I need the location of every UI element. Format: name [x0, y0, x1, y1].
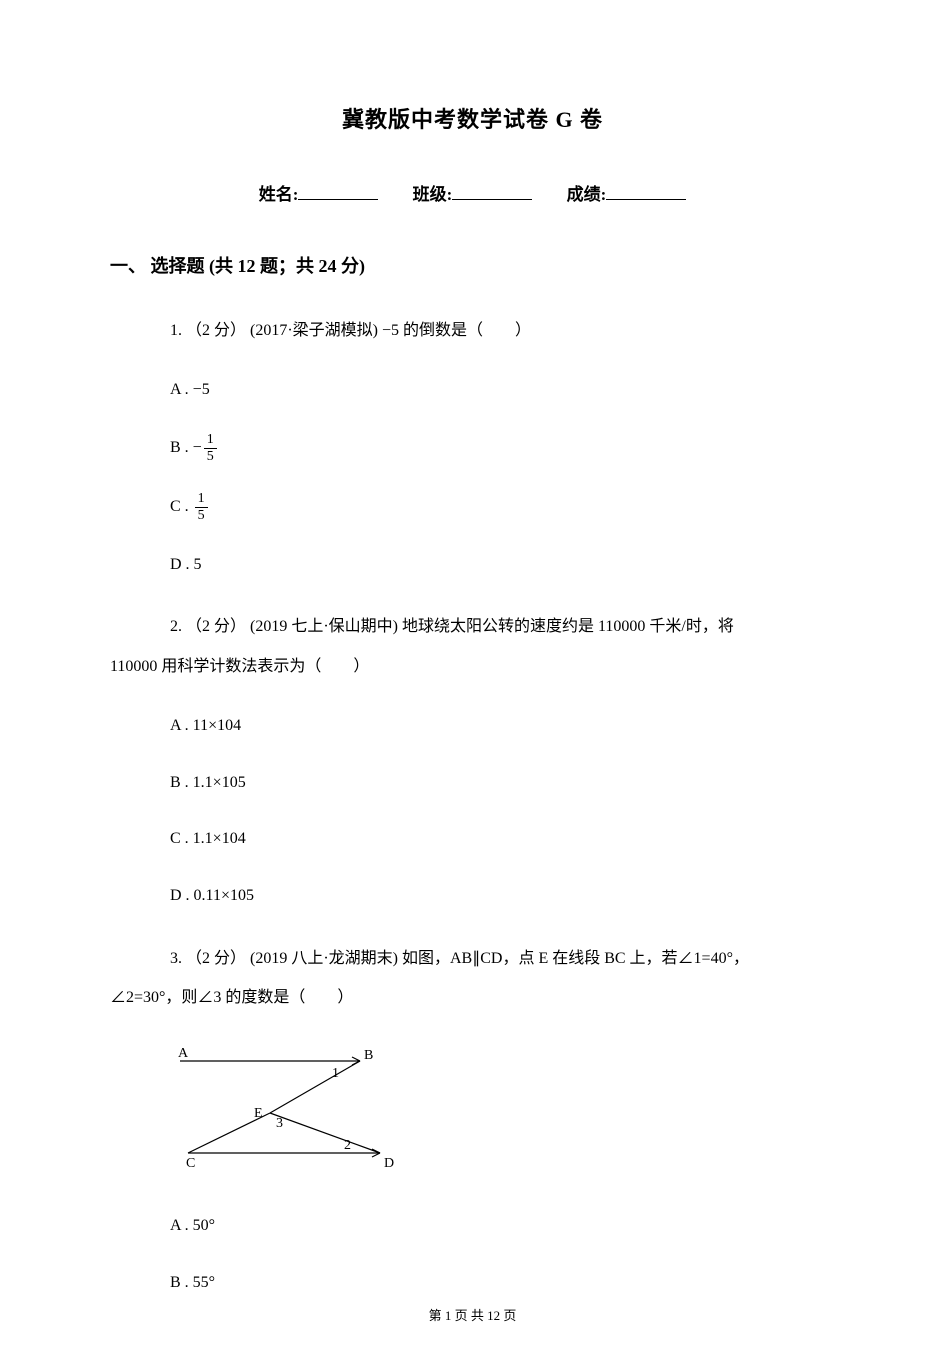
question-1: 1. （2 分） (2017·梁子湖模拟) −5 的倒数是（ ） A . −5 … [170, 313, 835, 580]
name-blank[interactable] [298, 180, 378, 200]
question-3-diagram: A B C D E 1 2 3 [170, 1043, 835, 1184]
minus-sign: − [193, 439, 202, 456]
question-2-text-l1: 2. （2 分） (2019 七上·保山期中) 地球绕太阳公转的速度约是 110… [170, 609, 835, 644]
question-3-text-l2: ∠2=30°，则∠3 的度数是（ ） [110, 980, 835, 1015]
svg-text:B: B [364, 1048, 373, 1063]
footer-suffix: 页 [500, 1308, 516, 1323]
fraction-num: 1 [204, 433, 217, 449]
score-blank[interactable] [606, 180, 686, 200]
fraction-num: 1 [195, 492, 208, 508]
question-1-choice-b: B . −15 [170, 433, 835, 464]
fraction-den: 5 [195, 508, 208, 523]
question-1-choice-a: A . −5 [170, 376, 835, 405]
question-1-text: 1. （2 分） (2017·梁子湖模拟) −5 的倒数是（ ） [170, 313, 835, 348]
svg-text:1: 1 [332, 1066, 339, 1081]
score-label: 成绩: [567, 185, 607, 204]
question-1-choice-c: C . 15 [170, 492, 835, 523]
page-footer: 第 1 页 共 12 页 [0, 1304, 945, 1327]
name-label: 姓名: [259, 185, 299, 204]
class-label: 班级: [413, 185, 453, 204]
fraction-icon: 15 [204, 433, 217, 464]
question-2-choice-a: A . 11×104 [170, 712, 835, 741]
footer-prefix: 第 [429, 1308, 445, 1323]
choice-prefix: B . [170, 439, 193, 456]
question-3: 3. （2 分） (2019 八上·龙湖期末) 如图，AB∥CD，点 E 在线段… [170, 941, 835, 1298]
svg-text:3: 3 [276, 1116, 283, 1131]
class-blank[interactable] [452, 180, 532, 200]
svg-text:D: D [384, 1156, 394, 1171]
question-1-choice-d: D . 5 [170, 551, 835, 580]
svg-text:E: E [254, 1106, 263, 1121]
question-2-choice-c: C . 1.1×104 [170, 825, 835, 854]
question-3-choice-b: B . 55° [170, 1269, 835, 1298]
page-title: 冀教版中考数学试卷 G 卷 [110, 100, 835, 140]
question-2-text-l2: 110000 用科学计数法表示为（ ） [110, 649, 835, 684]
geometry-diagram-icon: A B C D E 1 2 3 [170, 1043, 400, 1173]
fraction-icon: 15 [195, 492, 208, 523]
svg-text:C: C [186, 1156, 195, 1171]
question-3-choice-a: A . 50° [170, 1212, 835, 1241]
question-2: 2. （2 分） (2019 七上·保山期中) 地球绕太阳公转的速度约是 110… [170, 609, 835, 911]
svg-text:A: A [178, 1046, 189, 1061]
question-3-text-l1: 3. （2 分） (2019 八上·龙湖期末) 如图，AB∥CD，点 E 在线段… [170, 941, 835, 976]
fraction-den: 5 [204, 449, 217, 464]
choice-prefix: C . [170, 498, 193, 515]
question-2-choice-d: D . 0.11×105 [170, 882, 835, 911]
question-2-choice-b: B . 1.1×105 [170, 769, 835, 798]
info-line: 姓名: 班级: 成绩: [110, 180, 835, 211]
page: 冀教版中考数学试卷 G 卷 姓名: 班级: 成绩: 一、 选择题 (共 12 题… [0, 0, 945, 1368]
section-heading: 一、 选择题 (共 12 题；共 24 分) [110, 250, 835, 282]
footer-total: 12 [487, 1308, 500, 1323]
footer-middle: 页 共 [451, 1308, 487, 1323]
svg-text:2: 2 [344, 1138, 351, 1153]
